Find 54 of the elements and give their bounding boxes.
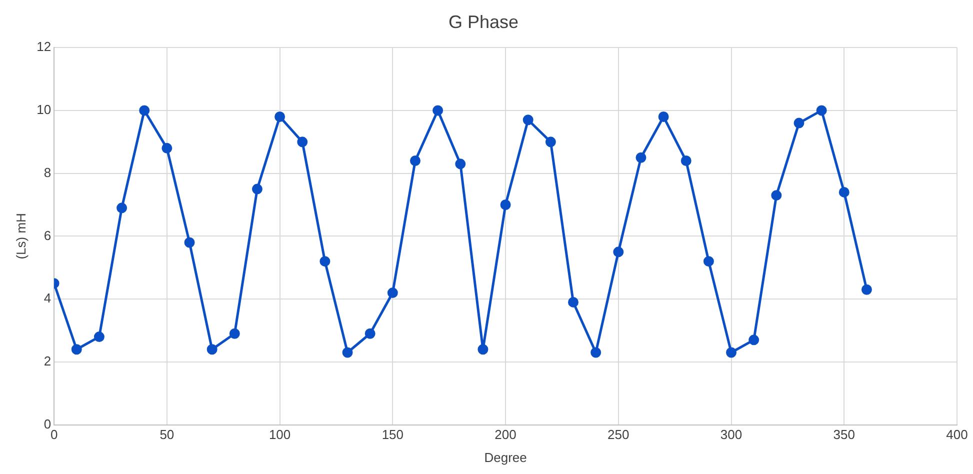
point bbox=[162, 142, 172, 154]
point bbox=[838, 186, 850, 198]
y-tick-label: 4 bbox=[44, 290, 52, 306]
point bbox=[455, 158, 466, 170]
y-tick-label: 0 bbox=[44, 416, 52, 432]
point bbox=[206, 344, 218, 355]
point bbox=[771, 190, 782, 201]
point bbox=[613, 246, 624, 258]
x-tick-label: 250 bbox=[608, 427, 630, 442]
x-tick-label: 50 bbox=[160, 427, 174, 442]
point bbox=[342, 347, 353, 358]
y-tick-label: 6 bbox=[44, 228, 52, 243]
point bbox=[590, 347, 602, 358]
point bbox=[748, 334, 760, 346]
point bbox=[680, 156, 692, 166]
point bbox=[816, 105, 827, 116]
point bbox=[522, 114, 534, 126]
point bbox=[410, 156, 420, 166]
x-tick-label: 350 bbox=[833, 427, 855, 442]
point bbox=[861, 284, 872, 295]
point bbox=[252, 184, 262, 194]
point bbox=[71, 344, 82, 355]
point bbox=[229, 328, 240, 339]
point bbox=[545, 136, 556, 148]
point bbox=[116, 202, 128, 214]
point bbox=[703, 256, 714, 267]
y-tick-label: 12 bbox=[36, 39, 52, 54]
point bbox=[274, 112, 286, 122]
point bbox=[794, 118, 804, 128]
x-axis-title: Degree bbox=[484, 450, 527, 465]
point bbox=[94, 332, 104, 342]
y-tick-label: 8 bbox=[44, 164, 52, 180]
point bbox=[184, 237, 195, 248]
point bbox=[478, 344, 488, 355]
y-tick-label: 2 bbox=[44, 354, 52, 369]
point bbox=[432, 105, 444, 116]
point bbox=[297, 136, 308, 148]
point bbox=[364, 328, 376, 339]
point bbox=[726, 347, 737, 358]
point bbox=[320, 256, 330, 267]
point bbox=[568, 296, 578, 308]
chart-title: G Phase bbox=[448, 12, 519, 32]
point bbox=[500, 200, 511, 210]
y-tick-label: 10 bbox=[36, 102, 52, 118]
x-tick-label: 100 bbox=[268, 427, 291, 442]
x-tick-label: 300 bbox=[720, 427, 742, 442]
point bbox=[139, 105, 150, 116]
y-axis-title: (Ls) mH bbox=[13, 213, 28, 260]
point bbox=[387, 288, 398, 298]
x-tick-label: 150 bbox=[382, 427, 404, 442]
x-tick-label: 400 bbox=[946, 427, 968, 442]
point bbox=[636, 152, 646, 163]
x-tick-label: 200 bbox=[494, 427, 516, 442]
point bbox=[658, 112, 669, 122]
